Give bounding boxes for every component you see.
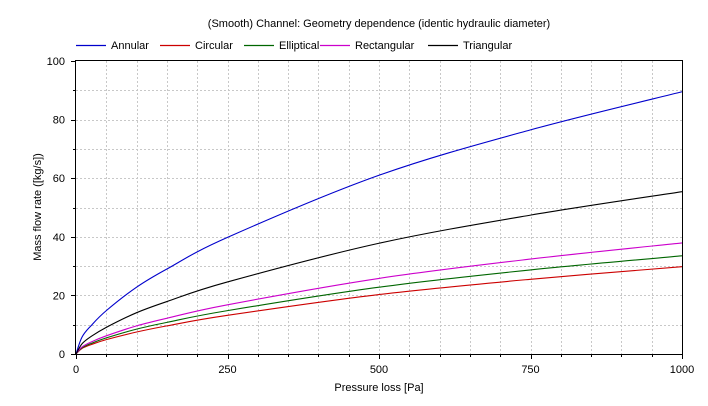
series-line-circular bbox=[75, 266, 683, 355]
legend-label-annular: Annular bbox=[111, 40, 149, 52]
legend-label-rectangular: Rectangular bbox=[355, 40, 415, 52]
x-tick-label: 1000 bbox=[670, 364, 694, 376]
axis-ticks: 0 250 500 750 1000 0 20 40 60 80 100 bbox=[47, 56, 695, 376]
series-line-elliptical bbox=[75, 255, 683, 355]
y-tick-label: 60 bbox=[53, 173, 65, 185]
series-line-rectangular bbox=[75, 242, 683, 355]
legend-label-elliptical: Elliptical bbox=[279, 40, 319, 52]
y-tick-label: 40 bbox=[53, 232, 65, 244]
y-tick-label: 0 bbox=[59, 349, 65, 361]
y-tick-label: 80 bbox=[53, 115, 65, 127]
legend: Annular Circular Elliptical Rectangular Tria… bbox=[76, 40, 512, 52]
grid bbox=[76, 61, 682, 354]
chart-title: (Smooth) Channel: Geometry dependence (i… bbox=[208, 18, 550, 30]
series-layer bbox=[75, 91, 683, 355]
x-axis-label: Pressure loss [Pa] bbox=[334, 382, 423, 394]
x-tick-label: 0 bbox=[73, 364, 79, 376]
x-tick-label: 250 bbox=[218, 364, 236, 376]
y-tick-label: 100 bbox=[47, 56, 65, 68]
x-tick-label: 750 bbox=[521, 364, 539, 376]
y-tick-label: 20 bbox=[53, 290, 65, 302]
legend-label-triangular: Triangular bbox=[463, 40, 512, 52]
series-line-triangular bbox=[75, 191, 683, 355]
series-line-annular bbox=[75, 91, 683, 355]
x-tick-label: 500 bbox=[370, 364, 388, 376]
y-axis-label: Mass flow rate ([kg/s]) bbox=[32, 153, 44, 261]
legend-label-circular: Circular bbox=[195, 40, 233, 52]
